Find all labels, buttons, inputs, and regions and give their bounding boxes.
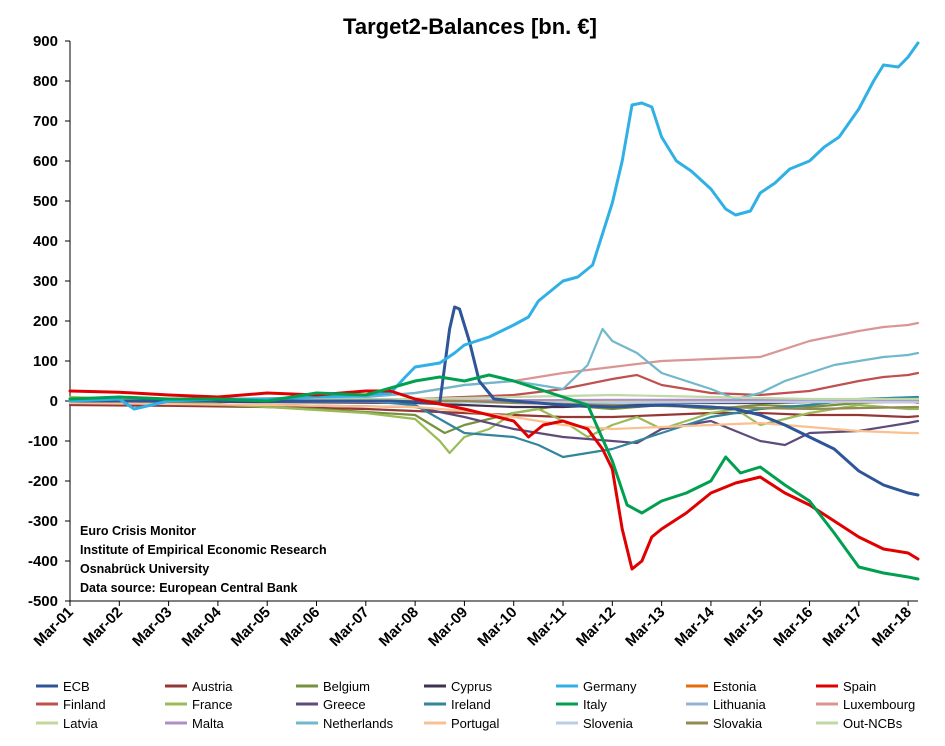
legend-label: Italy bbox=[583, 697, 607, 712]
legend-item: Lithuania bbox=[686, 697, 767, 712]
y-tick-label: 400 bbox=[33, 233, 58, 250]
legend-item: Luxembourg bbox=[816, 697, 915, 712]
series-line-netherlands bbox=[68, 327, 920, 403]
legend-item: Latvia bbox=[36, 716, 98, 731]
series-line-germany bbox=[68, 41, 920, 411]
y-tick-label: 900 bbox=[33, 33, 58, 50]
series-line-italy bbox=[68, 373, 920, 581]
legend-label: Austria bbox=[192, 679, 233, 694]
legend-item: Spain bbox=[816, 679, 876, 694]
series-line-portugal bbox=[68, 401, 920, 435]
series-line-finland bbox=[68, 371, 920, 403]
x-tick-label: Mar-06 bbox=[277, 604, 323, 650]
x-tick-label: Mar-15 bbox=[721, 604, 767, 650]
series-line-ecb bbox=[68, 305, 920, 497]
y-tick-label: -300 bbox=[28, 513, 58, 530]
legend-label: Cyprus bbox=[451, 679, 493, 694]
annotation-line: Osnabrück University bbox=[80, 562, 209, 576]
legend-item: Greece bbox=[296, 697, 366, 712]
x-tick-label: Mar-02 bbox=[80, 604, 126, 650]
x-tick-label: Mar-17 bbox=[819, 604, 865, 650]
legend-item: Slovakia bbox=[686, 716, 763, 731]
annotation-line: Data source: European Central Bank bbox=[80, 581, 297, 595]
legend-label: Ireland bbox=[451, 697, 491, 712]
y-tick-label: 0 bbox=[50, 393, 58, 410]
legend-label: Germany bbox=[583, 679, 637, 694]
annotation-line: Euro Crisis Monitor bbox=[80, 524, 196, 538]
x-tick-label: Mar-11 bbox=[524, 604, 570, 650]
y-tick-label: 500 bbox=[33, 193, 58, 210]
annotation-line: Institute of Empirical Economic Research bbox=[80, 543, 327, 557]
x-tick-label: Mar-16 bbox=[770, 604, 816, 650]
y-tick-label: -100 bbox=[28, 433, 58, 450]
x-tick-label: Mar-03 bbox=[129, 604, 175, 650]
x-tick-label: Mar-09 bbox=[425, 604, 471, 650]
legend-item: Estonia bbox=[686, 679, 757, 694]
x-tick-label: Mar-04 bbox=[179, 603, 226, 650]
legend-item: Malta bbox=[165, 716, 225, 731]
legend-item: Slovenia bbox=[556, 716, 634, 731]
legend-label: Lithuania bbox=[713, 697, 767, 712]
legend-label: Finland bbox=[63, 697, 106, 712]
plot-area: 900 800 700 600 500 400 300 200 100 0 -100 -200 -300… bbox=[28, 33, 920, 650]
x-tick-label: Mar-18 bbox=[869, 604, 915, 650]
x-tick-label: Mar-05 bbox=[228, 604, 274, 650]
y-tick-label: 100 bbox=[33, 353, 58, 370]
legend-label: Slovenia bbox=[583, 716, 634, 731]
y-tick-label: 300 bbox=[33, 273, 58, 290]
y-tick-label: 200 bbox=[33, 313, 58, 330]
legend-item: Cyprus bbox=[424, 679, 493, 694]
series-line-ireland bbox=[68, 395, 920, 459]
y-tick-label: -500 bbox=[28, 593, 58, 610]
x-tick-label: Mar-07 bbox=[326, 604, 372, 650]
legend-label: ECB bbox=[63, 679, 90, 694]
x-tick-label: Mar-08 bbox=[376, 604, 422, 650]
legend-item: Germany bbox=[556, 679, 637, 694]
y-tick-label: 600 bbox=[33, 153, 58, 170]
legend-label: Slovakia bbox=[713, 716, 763, 731]
x-tick-label: Mar-12 bbox=[573, 604, 619, 650]
legend: ECB Austria Belgium Cyprus Germany Estonia Spa… bbox=[36, 679, 915, 731]
legend-label: Out-NCBs bbox=[843, 716, 903, 731]
x-tick-label: Mar-01 bbox=[31, 604, 77, 650]
legend-item: Out-NCBs bbox=[816, 716, 903, 731]
legend-item: Portugal bbox=[424, 716, 500, 731]
series-line-slovakia bbox=[68, 399, 920, 411]
y-tick-label: -200 bbox=[28, 473, 58, 490]
chart-title: Target2-Balances [bn. €] bbox=[343, 14, 597, 39]
legend-item: Italy bbox=[556, 697, 607, 712]
legend-label: Portugal bbox=[451, 716, 500, 731]
x-tick-label: Mar-14 bbox=[672, 603, 719, 650]
legend-label: Greece bbox=[323, 697, 366, 712]
source-annotation: Euro Crisis Monitor Institute of Empiric… bbox=[80, 524, 327, 595]
y-tick-label: -400 bbox=[28, 553, 58, 570]
y-tick-label: 700 bbox=[33, 113, 58, 130]
legend-item: Finland bbox=[36, 697, 106, 712]
legend-item: Ireland bbox=[424, 697, 491, 712]
legend-label: Belgium bbox=[323, 679, 370, 694]
x-tick-label: Mar-13 bbox=[622, 604, 668, 650]
legend-item: Belgium bbox=[296, 679, 370, 694]
x-tick-label: Mar-10 bbox=[474, 604, 520, 650]
legend-label: Malta bbox=[192, 716, 225, 731]
legend-label: Spain bbox=[843, 679, 876, 694]
legend-label: Latvia bbox=[63, 716, 98, 731]
legend-item: Austria bbox=[165, 679, 233, 694]
legend-item: France bbox=[165, 697, 232, 712]
legend-label: Netherlands bbox=[323, 716, 394, 731]
legend-item: ECB bbox=[36, 679, 90, 694]
legend-label: Estonia bbox=[713, 679, 757, 694]
y-tick-label: 800 bbox=[33, 73, 58, 90]
legend-item: Netherlands bbox=[296, 716, 394, 731]
legend-label: France bbox=[192, 697, 232, 712]
legend-label: Luxembourg bbox=[843, 697, 915, 712]
